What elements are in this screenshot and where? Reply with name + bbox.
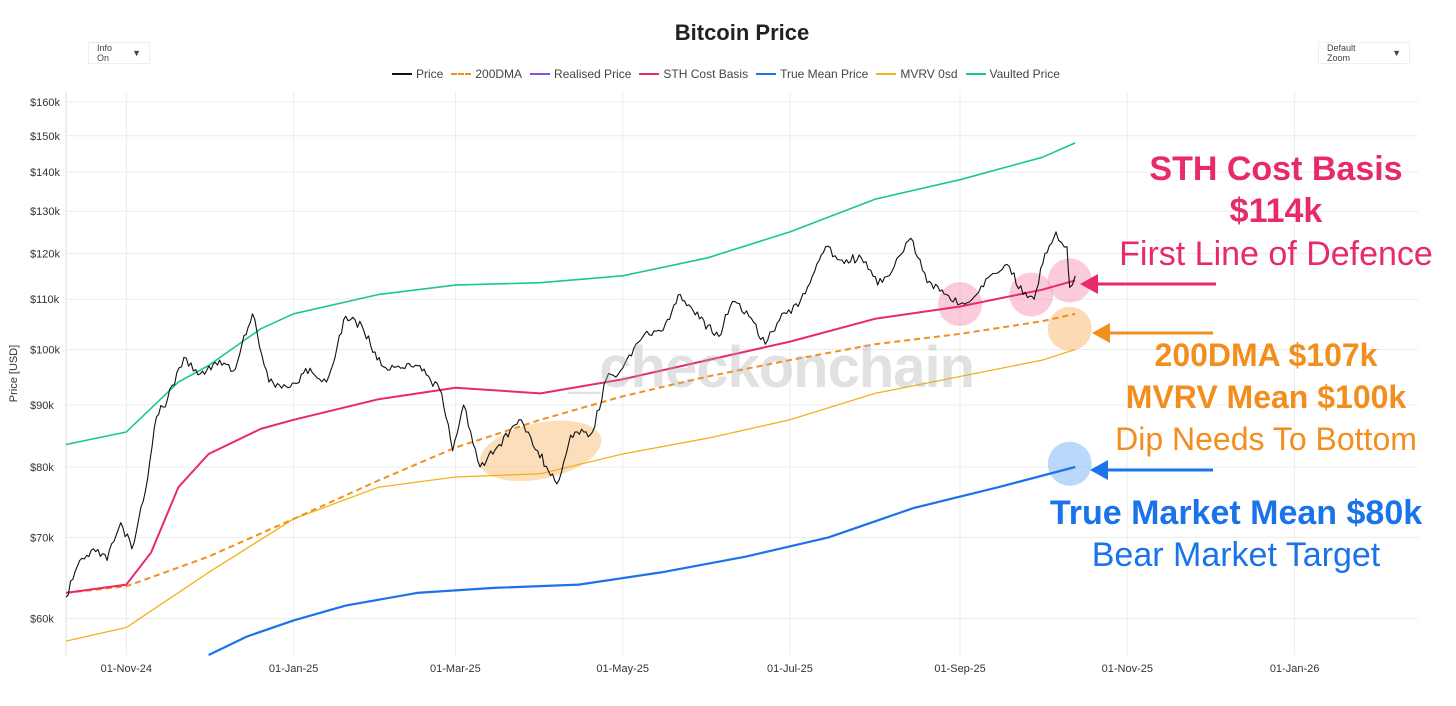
- dma-annotation: 200DMA $107k: [1154, 337, 1378, 373]
- legend-swatch: [965, 73, 986, 75]
- mvrv-annotation: MVRV Mean $100k: [1125, 379, 1407, 415]
- legend-label: Realised Price: [554, 67, 632, 81]
- x-tick-label: 01-Sep-25: [934, 663, 985, 675]
- y-tick-label: $130k: [30, 206, 60, 218]
- y-tick-label: $80k: [30, 462, 54, 474]
- series-line-true_mean: [208, 465, 1076, 656]
- chart-legend: Price 200DMA Realised Price STH Cost Basis T…: [392, 66, 1068, 82]
- legend-item-price[interactable]: Price: [392, 67, 443, 81]
- highlight-circle: [1047, 306, 1092, 351]
- x-tick-label: 01-Jan-26: [1270, 663, 1320, 675]
- info-dropdown-label: Info On: [97, 43, 113, 63]
- legend-swatch: [639, 73, 660, 75]
- y-tick-label: $140k: [30, 167, 60, 179]
- legend-swatch: [876, 73, 897, 75]
- chart-title: Bitcoin Price: [674, 20, 810, 45]
- chevron-down-icon: ▼: [132, 48, 141, 58]
- series-line-mvrv: [65, 348, 1076, 642]
- legend-swatch: [530, 73, 551, 75]
- tmm-annotation: True Market Mean $80k: [1049, 494, 1423, 532]
- tmm-sub-annotation: Bear Market Target: [1091, 536, 1381, 574]
- x-tick-label: 01-May-25: [596, 663, 649, 675]
- y-tick-label: $70k: [30, 532, 54, 544]
- x-tick-label: 01-Nov-24: [101, 663, 152, 675]
- legend-label: STH Cost Basis: [663, 67, 749, 81]
- y-tick-label: $110k: [30, 294, 60, 306]
- y-tick-label: $120k: [30, 248, 60, 260]
- legend-swatch: [756, 73, 777, 75]
- legend-item-vaulted[interactable]: Vaulted Price: [965, 67, 1060, 81]
- x-tick-label: 01-Jul-25: [767, 663, 813, 675]
- zoom-dropdown-label: Default Zoom: [1327, 43, 1356, 63]
- legend-label: MVRV 0sd: [900, 67, 958, 81]
- legend-label: Price: [416, 67, 444, 81]
- y-tick-label: $60k: [30, 614, 54, 626]
- y-tick-label: $160k: [30, 97, 60, 109]
- sth-value-annotation: $114k: [1229, 192, 1323, 230]
- arrow-sth-head: [1080, 274, 1098, 294]
- x-tick-label: 01-Jan-25: [269, 663, 319, 675]
- legend-item-realised[interactable]: Realised Price: [530, 67, 631, 81]
- x-tick-label: 01-Nov-25: [1102, 663, 1153, 675]
- highlight-ellipse: [479, 420, 602, 482]
- legend-swatch: [451, 73, 472, 75]
- chevron-down-icon: ▼: [1392, 48, 1401, 58]
- legend-item-mvrv[interactable]: MVRV 0sd: [876, 67, 958, 81]
- sth-title-annotation: STH Cost Basis: [1149, 150, 1403, 188]
- arrow-dma-head: [1092, 323, 1110, 343]
- sth-sub-annotation: First Line of Defence: [1119, 235, 1433, 273]
- highlight-circle: [1047, 258, 1092, 303]
- y-axis-label: Price [USD]: [8, 345, 20, 402]
- series-line-vaulted: [65, 142, 1076, 446]
- legend-label: Vaulted Price: [989, 67, 1060, 81]
- legend-label: 200DMA: [475, 67, 523, 81]
- zoom-dropdown[interactable]: Default Zoom ▼: [1318, 42, 1410, 64]
- y-tick-label: $90k: [30, 400, 54, 412]
- y-tick-label: $150k: [30, 131, 60, 143]
- legend-item-true_mean[interactable]: True Mean Price: [756, 67, 868, 81]
- y-tick-label: $100k: [30, 344, 60, 356]
- series-line-price: [65, 231, 1076, 598]
- legend-label: True Mean Price: [780, 67, 869, 81]
- highlight-circle: [1009, 272, 1054, 317]
- series-line-sth: [65, 279, 1076, 594]
- x-tick-label: 01-Mar-25: [430, 663, 481, 675]
- watermark: _checkonchain: [568, 335, 975, 400]
- legend-item-sth[interactable]: STH Cost Basis: [639, 67, 748, 81]
- info-dropdown[interactable]: Info On ▼: [88, 42, 150, 64]
- series-line-dma200: [65, 312, 1076, 594]
- highlight-circle: [1047, 441, 1092, 486]
- mvrv-sub-annotation: Dip Needs To Bottom: [1115, 421, 1417, 457]
- legend-swatch: [392, 73, 412, 75]
- arrow-tmm-head: [1090, 460, 1108, 480]
- legend-item-dma200[interactable]: 200DMA: [451, 67, 522, 81]
